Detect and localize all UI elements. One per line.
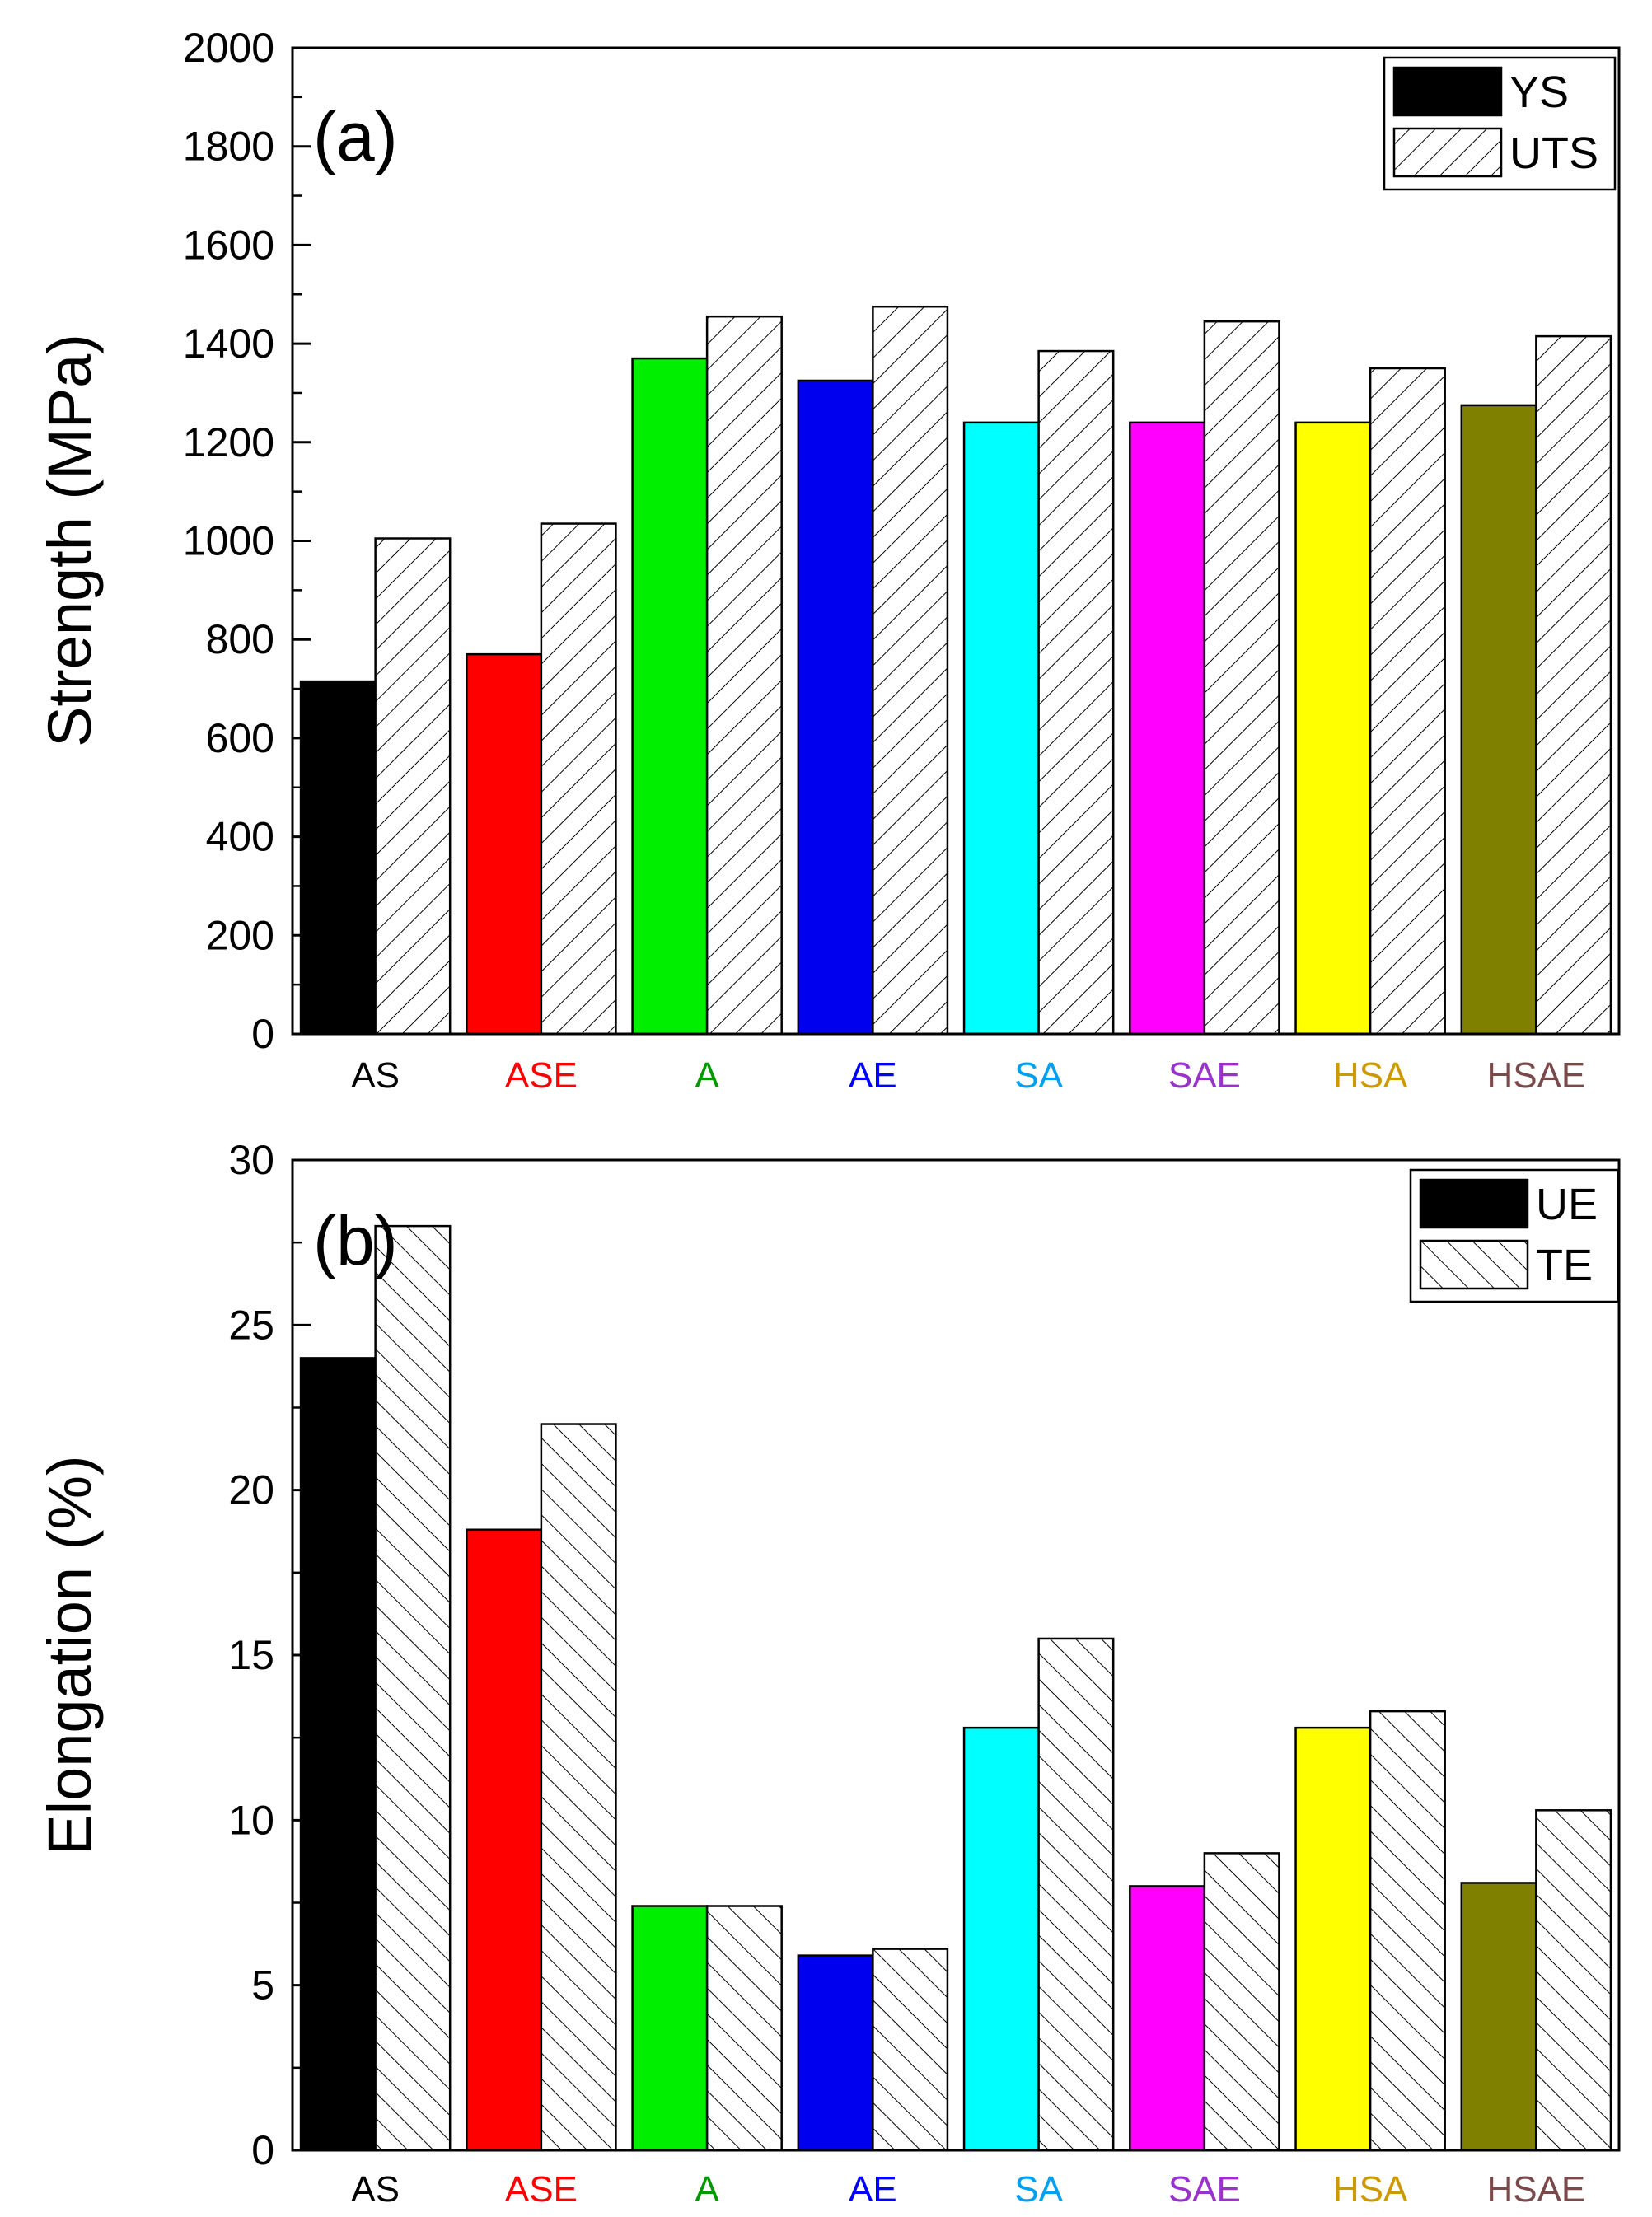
x-tick-label-hsae: HSAE	[1486, 2169, 1585, 2210]
x-tick-label-hsa: HSA	[1333, 2169, 1408, 2210]
legend-label-te: TE	[1536, 1241, 1593, 1290]
bar-uts-hsa	[1369, 367, 1446, 1036]
panel-label: (b)	[313, 1202, 398, 1279]
bar-te-as	[374, 1224, 452, 2152]
legend: YS UTS	[1383, 56, 1617, 191]
legend-swatch-ys	[1392, 66, 1503, 117]
y-tick-label: 1200	[183, 419, 274, 465]
y-tick-label: 200	[206, 912, 274, 958]
bar-ue-ae	[797, 1954, 874, 2152]
bar-ys-ase	[466, 652, 543, 1036]
y-tick-label: 25	[228, 1302, 274, 1348]
y-tick-label: 10	[228, 1797, 274, 1843]
bar-ue-hsae	[1460, 1882, 1537, 2152]
legend-label-uts: UTS	[1509, 129, 1598, 178]
y-tick-label: 15	[228, 1632, 274, 1678]
y-tick-label: 0	[251, 2127, 274, 2173]
legend-swatch-te	[1419, 1239, 1529, 1290]
legend-swatch-uts	[1392, 127, 1503, 178]
bar-te-ae	[872, 1948, 949, 2152]
y-tick-label: 30	[228, 1137, 274, 1183]
y-axis-title: Elongation (%)	[35, 1455, 104, 1855]
bar-ys-sae	[1129, 421, 1206, 1036]
x-tick-label-sae: SAE	[1168, 2169, 1241, 2210]
bar-ue-as	[299, 1357, 377, 2152]
x-tick-label-as: AS	[351, 1055, 400, 1096]
bar-ue-sa	[962, 1726, 1040, 2152]
x-tick-label-as: AS	[351, 2169, 400, 2210]
x-tick-label-ase: ASE	[505, 1055, 578, 1096]
x-tick-label-hsae: HSAE	[1486, 1055, 1585, 1096]
bar-te-hsa	[1369, 1710, 1446, 2152]
elongation-chart: AS ASE A AE SA SAE HSA HSAE 0 5 10 15 20 25 30 Elongati…	[35, 1137, 1621, 2210]
x-tick-label-a: A	[695, 2169, 719, 2210]
bar-te-hsae	[1535, 1809, 1612, 2152]
legend-label-ys: YS	[1509, 68, 1569, 117]
x-tick-label-hsa: HSA	[1333, 1055, 1408, 1096]
y-tick-label: 400	[206, 814, 274, 860]
legend-label-ue: UE	[1536, 1180, 1598, 1229]
bar-uts-sa	[1037, 349, 1115, 1036]
bar-ue-hsa	[1294, 1726, 1372, 2152]
y-tick-label: 1000	[183, 518, 274, 564]
bar-ue-ase	[466, 1528, 543, 2152]
y-tick-label: 20	[228, 1467, 274, 1513]
bar-ys-hsa	[1294, 421, 1372, 1036]
x-tick-label-sa: SA	[1014, 2169, 1063, 2210]
bar-ys-a	[631, 357, 709, 1036]
bar-ys-ae	[797, 379, 874, 1036]
bar-ue-a	[631, 1905, 709, 2152]
x-tick-label-a: A	[695, 1055, 719, 1096]
bar-uts-sae	[1203, 320, 1280, 1036]
x-tick-label-ae: AE	[849, 1055, 897, 1096]
y-tick-label: 5	[251, 1962, 274, 2009]
bar-uts-hsae	[1535, 334, 1612, 1036]
bar-uts-ae	[872, 305, 949, 1036]
bar-uts-as	[374, 537, 452, 1036]
strength-chart: AS ASE A AE SA SAE HSA HSAE 0 200 400 600 800 1000 120…	[35, 25, 1621, 1096]
bar-te-ase	[540, 1423, 617, 2152]
legend: UE TE	[1409, 1168, 1620, 1303]
bar-ue-sae	[1129, 1885, 1206, 2152]
x-tick-label-sae: SAE	[1168, 1055, 1241, 1096]
bar-ys-hsae	[1460, 404, 1537, 1036]
bar-te-sa	[1037, 1637, 1115, 2152]
bar-te-sae	[1203, 1852, 1280, 2152]
y-tick-label: 1800	[183, 124, 274, 170]
y-tick-label: 0	[251, 1011, 274, 1057]
y-tick-label: 1600	[183, 222, 274, 268]
bar-te-a	[705, 1905, 783, 2152]
y-tick-label: 1400	[183, 320, 274, 367]
panel-label: (a)	[313, 98, 398, 175]
legend-swatch-ue	[1419, 1178, 1529, 1229]
x-tick-label-sa: SA	[1014, 1055, 1063, 1096]
x-tick-label-ase: ASE	[505, 2169, 578, 2210]
x-tick-label-ae: AE	[849, 2169, 897, 2210]
y-axis-title: Strength (MPa)	[35, 334, 104, 747]
bar-uts-ase	[540, 522, 617, 1036]
y-tick-label: 2000	[183, 25, 274, 71]
y-tick-label: 800	[206, 616, 274, 662]
bar-ys-as	[299, 680, 377, 1036]
bar-uts-a	[705, 315, 783, 1036]
y-tick-label: 600	[206, 715, 274, 761]
bar-ys-sa	[962, 421, 1040, 1036]
